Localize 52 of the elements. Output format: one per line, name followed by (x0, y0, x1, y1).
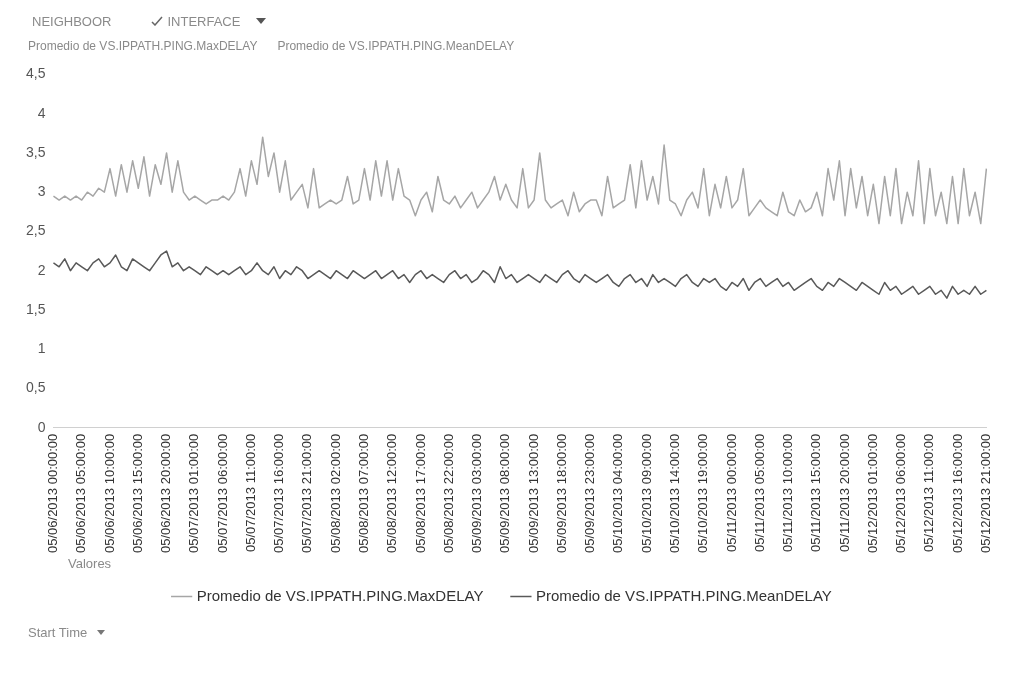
x-tick-label: 05/08/2013 17:00:00 (412, 433, 428, 553)
text: Promedio de VS.IPPATH.PING.MaxDELAY (28, 39, 258, 53)
legend-label: Promedio de VS.IPPATH.PING.MaxDELAY (196, 586, 484, 604)
x-tick-label: 05/06/2013 15:00:00 (129, 433, 145, 553)
x-tick-label: 05/12/2013 21:00:00 (977, 433, 993, 553)
x-tick-label: 05/07/2013 21:00:00 (299, 433, 315, 553)
y-tick-label: 1,5 (25, 300, 46, 317)
x-tick-label: 05/08/2013 22:00:00 (440, 433, 456, 553)
x-tick-label: 05/06/2013 05:00:00 (73, 433, 89, 553)
x-tick-label: 05/11/2013 05:00:00 (751, 433, 767, 553)
y-tick-label: 2,5 (25, 222, 46, 239)
y-tick-label: 1 (37, 340, 46, 357)
x-tick-label: 05/08/2013 07:00:00 (356, 433, 372, 553)
x-tick-label: 05/08/2013 12:00:00 (384, 433, 400, 553)
text: Valores (68, 556, 112, 571)
y-tick-label: 4,5 (25, 65, 46, 82)
x-tick-label: 05/07/2013 01:00:00 (186, 433, 202, 553)
x-tick-label: 05/06/2013 10:00:00 (101, 433, 117, 553)
x-tick-label: 05/07/2013 16:00:00 (271, 433, 287, 553)
x-tick-label: 05/07/2013 11:00:00 (242, 433, 258, 553)
x-tick-label: 05/11/2013 00:00:00 (723, 433, 739, 553)
text: Start Time (28, 624, 88, 640)
text: Promedio de VS.IPPATH.PING.MeanDELAY (277, 39, 515, 53)
x-tick-label: 05/07/2013 06:00:00 (214, 433, 230, 553)
x-tick-label: 05/09/2013 13:00:00 (525, 433, 541, 553)
x-tick-label: 05/12/2013 01:00:00 (864, 433, 880, 553)
x-tick-label: 05/09/2013 03:00:00 (469, 433, 485, 553)
x-tick-label: 05/09/2013 18:00:00 (553, 433, 569, 553)
x-tick-label: 05/12/2013 11:00:00 (921, 433, 937, 553)
text: NEIGHBOOR (32, 13, 112, 29)
x-tick-label: 05/06/2013 00:00:00 (45, 433, 61, 553)
x-tick-label: 05/10/2013 09:00:00 (638, 433, 654, 553)
x-tick-label: 05/11/2013 20:00:00 (836, 433, 852, 553)
x-tick-label: 05/10/2013 04:00:00 (610, 433, 626, 553)
text: INTERFACE (167, 13, 241, 29)
legend-label: Promedio de VS.IPPATH.PING.MeanDELAY (535, 586, 832, 604)
x-tick-label: 05/09/2013 08:00:00 (497, 433, 513, 553)
x-tick-label: 05/10/2013 19:00:00 (695, 433, 711, 553)
y-tick-label: 2 (37, 261, 46, 278)
x-tick-label: 05/12/2013 16:00:00 (949, 433, 965, 553)
x-tick-label: 05/06/2013 20:00:00 (158, 433, 174, 553)
y-tick-label: 3,5 (25, 143, 46, 160)
x-tick-label: 05/08/2013 02:00:00 (327, 433, 343, 553)
x-tick-label: 05/09/2013 23:00:00 (582, 433, 598, 553)
x-tick-label: 05/11/2013 15:00:00 (808, 433, 824, 553)
y-tick-label: 0,5 (25, 379, 46, 396)
x-tick-label: 05/10/2013 14:00:00 (667, 433, 682, 553)
y-tick-label: 4 (37, 104, 46, 121)
x-tick-label: 05/12/2013 06:00:00 (893, 433, 909, 553)
y-tick-label: 0 (37, 418, 46, 435)
y-tick-label: 3 (37, 183, 46, 200)
x-tick-label: 05/11/2013 10:00:00 (780, 433, 796, 553)
